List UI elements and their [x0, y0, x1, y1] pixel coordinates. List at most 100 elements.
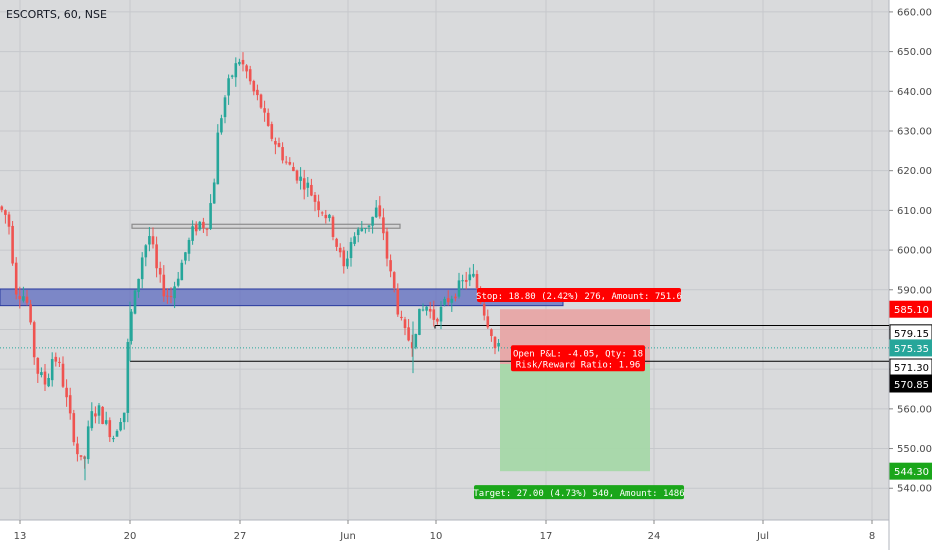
- candle-body: [353, 236, 356, 244]
- stop-label-bg: [477, 287, 681, 302]
- candle-body: [374, 207, 378, 218]
- candle-body: [414, 333, 418, 348]
- candle-body: [461, 280, 464, 282]
- candle-body: [346, 258, 349, 267]
- candle-body: [234, 63, 238, 78]
- candle-body: [270, 124, 274, 139]
- y-tick-label: 630.00: [897, 126, 932, 137]
- candle-body: [155, 244, 158, 269]
- candle-body: [292, 166, 295, 172]
- x-tick-label: 24: [648, 531, 661, 542]
- price-axis-panel: [889, 0, 932, 550]
- candle-body: [148, 236, 151, 245]
- y-tick-label: 620.00: [897, 166, 932, 177]
- candle-body: [338, 247, 342, 253]
- candle-body: [104, 420, 108, 424]
- candle-body: [112, 438, 115, 440]
- candle-body: [176, 278, 180, 286]
- candle-body: [472, 273, 475, 277]
- candle-body: [65, 387, 68, 398]
- y-tick-label: 610.00: [897, 206, 932, 217]
- candle-body: [324, 214, 328, 219]
- candle-body: [32, 322, 36, 358]
- x-tick-label: 20: [124, 531, 137, 542]
- candle-body: [162, 274, 166, 297]
- candle-body: [410, 342, 414, 349]
- candle-body: [266, 112, 270, 126]
- candle-body: [320, 212, 324, 214]
- candle-body: [392, 272, 396, 288]
- candle-body: [97, 405, 101, 416]
- stop-label-text: Stop: 18.80 (2.42%) 276, Amount: 751.6: [476, 292, 682, 302]
- price-level-label-bg: [889, 375, 932, 393]
- candle-body: [396, 288, 400, 315]
- candle-body: [371, 216, 374, 226]
- pnl-label-text: Open P&L: -4.05, Qty: 18: [513, 349, 643, 359]
- candle-body: [241, 59, 245, 65]
- candle-body: [245, 65, 248, 72]
- candle-body: [43, 371, 47, 385]
- candle-body: [263, 108, 266, 113]
- candle-body: [331, 216, 335, 237]
- candle-body: [457, 280, 461, 297]
- candle-body: [486, 316, 490, 328]
- candle-body: [349, 242, 353, 259]
- candle-body: [407, 327, 410, 341]
- candle-body: [497, 343, 500, 347]
- candle-body: [421, 309, 425, 311]
- candle-body: [122, 412, 126, 423]
- x-tick-label: 17: [540, 531, 553, 542]
- candle-body: [79, 455, 83, 457]
- candle-body: [126, 342, 130, 413]
- candle-body: [364, 228, 367, 230]
- target-label-bg: [474, 485, 684, 500]
- candle-body: [11, 225, 14, 264]
- pnl-label-text: Risk/Reward Ratio: 1.96: [516, 360, 641, 370]
- symbol-title: ESCORTS, 60, NSE: [6, 8, 107, 21]
- price-level-label: 571.30: [894, 363, 929, 374]
- candle-body: [490, 329, 493, 337]
- candle-body: [7, 214, 11, 227]
- candle-body: [378, 205, 382, 217]
- candle-body: [40, 372, 43, 376]
- candle-body: [61, 363, 65, 387]
- y-tick-label: 660.00: [897, 7, 932, 18]
- candle-body: [403, 319, 407, 328]
- candle-body: [54, 356, 58, 362]
- candle-body: [302, 178, 306, 190]
- candle-body: [72, 413, 76, 443]
- candle-body: [482, 304, 486, 316]
- candle-body: [256, 89, 259, 96]
- y-tick-label: 560.00: [897, 404, 932, 415]
- candle-body: [169, 296, 173, 298]
- candle-body: [119, 422, 122, 431]
- candle-body: [274, 141, 277, 145]
- candle-body: [191, 226, 194, 241]
- candle-body: [0, 206, 4, 210]
- time-axis-panel: [0, 520, 889, 550]
- candle-body: [230, 75, 234, 77]
- candle-body: [281, 147, 284, 161]
- candle-body: [108, 420, 112, 438]
- candle-body: [299, 176, 302, 181]
- candle-body: [288, 162, 292, 165]
- candle-body: [385, 231, 389, 259]
- candle-body: [216, 132, 220, 185]
- candle-body: [22, 296, 25, 301]
- target-label-text: Target: 27.00 (4.73%) 540, Amount: 1486: [473, 489, 684, 499]
- candle-body: [436, 318, 439, 322]
- candle-body: [284, 161, 288, 163]
- candle-body: [205, 228, 209, 230]
- candle-body: [90, 411, 94, 429]
- candle-body: [418, 308, 421, 335]
- candle-body: [198, 221, 202, 230]
- candle-body: [140, 257, 144, 280]
- candle-body: [367, 225, 371, 227]
- candle-body: [295, 170, 299, 181]
- candle-body: [468, 274, 472, 281]
- y-tick-label: 640.00: [897, 87, 932, 98]
- candle-body: [115, 430, 119, 437]
- pnl-label-bg: [511, 345, 645, 372]
